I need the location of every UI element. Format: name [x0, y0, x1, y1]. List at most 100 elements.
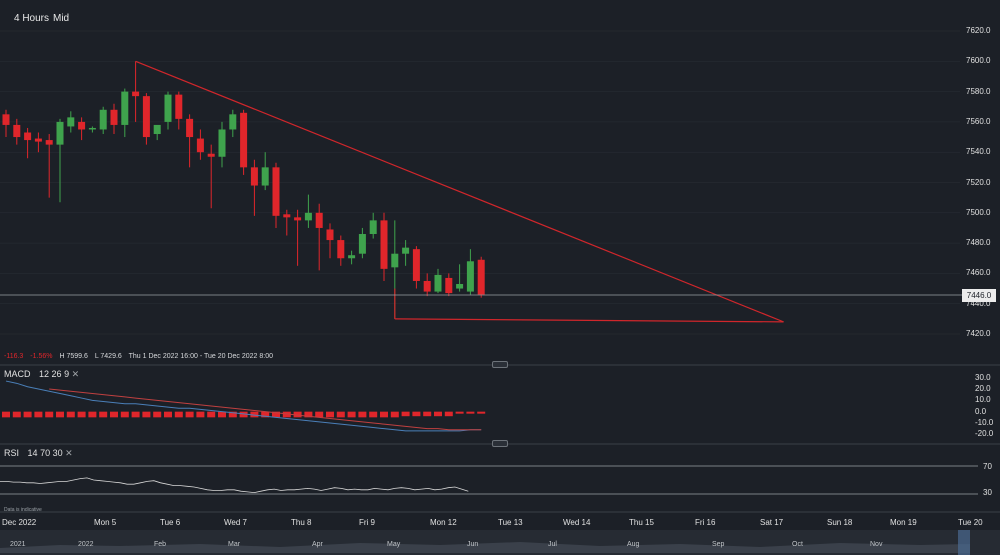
macd-histogram-bar	[12, 411, 21, 418]
time-label: Mon 19	[890, 518, 917, 527]
macd-histogram-bar	[110, 411, 118, 418]
macd-tick: -10.0	[975, 418, 994, 427]
navigator-label: Nov	[870, 541, 883, 548]
candle-body	[34, 138, 42, 142]
navigator-label: Mar	[228, 541, 241, 548]
interval-selector[interactable]: 4 Hours	[14, 13, 50, 24]
candle-body	[186, 118, 194, 138]
navigator-label: Aug	[627, 541, 640, 548]
price-grid	[0, 30, 960, 335]
price-type-selector[interactable]: Mid	[53, 13, 70, 24]
macd-tick: -20.0	[975, 429, 994, 439]
macd-histogram-bar	[131, 411, 140, 418]
time-label: Fri 16	[695, 518, 716, 527]
navigator-label: Sep	[712, 541, 725, 548]
macd-histogram-bar	[434, 411, 442, 417]
macd-histogram-bar	[412, 411, 421, 417]
navigator-label: Oct	[792, 541, 803, 548]
time-label: Mon 12	[430, 518, 457, 527]
current-price-label: 7446.0	[962, 289, 996, 302]
macd-histogram-bar	[455, 411, 464, 414]
macd-histogram-bar	[2, 411, 10, 418]
macd-histogram-bar	[369, 411, 378, 418]
navigator-window[interactable]	[958, 530, 970, 555]
macd-param: 12	[39, 369, 50, 379]
close-icon[interactable]: ✕	[71, 369, 80, 379]
navigator-area	[0, 542, 970, 553]
candle-body	[175, 94, 183, 119]
navigator-label: 2022	[78, 541, 94, 548]
price-tick: 7540.0	[966, 147, 991, 157]
candle-body	[56, 121, 64, 145]
macd-param: 9	[64, 369, 70, 379]
macd-tick: 30.0	[975, 372, 991, 382]
price-tick: 7580.0	[966, 86, 991, 96]
time-label: Sat 17	[760, 518, 784, 527]
macd-histogram-bar	[88, 411, 97, 418]
macd-histogram-bar	[174, 411, 183, 418]
candle-body	[412, 249, 420, 281]
time-label: Dec 2022	[2, 518, 37, 527]
macd-label: MACD 12 26 9 ✕	[4, 369, 79, 380]
macd-histogram-bar	[23, 411, 32, 418]
candle-body	[434, 274, 442, 292]
candle-body	[423, 280, 431, 292]
macd-histogram-bar	[390, 411, 399, 418]
macd-histogram-bar	[272, 411, 280, 418]
macd-histogram-bar	[444, 411, 453, 417]
macd-histogram-bar	[120, 411, 129, 418]
macd-histogram-bar	[304, 411, 313, 418]
macd-histogram-bar	[34, 411, 43, 418]
close-icon[interactable]: ✕	[65, 448, 73, 458]
navigator-label: May	[387, 541, 401, 548]
candle-body	[261, 167, 269, 186]
candle-body	[78, 121, 86, 130]
rsi-name: RSI	[4, 448, 20, 458]
macd-histogram-bar	[77, 411, 86, 418]
macd-histogram-bar	[196, 411, 205, 418]
rsi-param: 14	[27, 448, 38, 458]
rsi-param: 70	[40, 448, 51, 458]
macd-tick: 10.0	[975, 395, 991, 405]
navigator-label: Jul	[548, 541, 557, 548]
panel-resize-handle[interactable]	[492, 440, 508, 447]
candle-body	[283, 214, 291, 218]
macd-panel-plot	[2, 380, 486, 432]
candle-body	[142, 96, 150, 138]
panel-resize-handle[interactable]	[492, 361, 508, 368]
trendline[interactable]	[394, 318, 784, 323]
candle-body	[326, 229, 334, 241]
price-tick: 7440.0	[966, 298, 991, 308]
candle-body	[88, 127, 96, 130]
signal-line	[49, 388, 482, 431]
macd-histogram-bar	[380, 411, 388, 418]
macd-histogram-bar	[261, 411, 270, 418]
navigator-label: Feb	[154, 541, 167, 548]
candle-body	[99, 109, 107, 130]
candle-body	[445, 277, 453, 294]
candle-body	[196, 138, 204, 153]
navigator-label: Jun	[467, 541, 479, 548]
change-percent: -1.56%	[30, 353, 53, 360]
candle-body	[294, 217, 302, 221]
macd-histogram-bar	[423, 411, 432, 417]
date-range: Thu 1 Dec 2022 16:00 - Tue 20 Dec 2022 8…	[128, 353, 274, 360]
price-tick: 7480.0	[966, 238, 991, 248]
high-value: H 7599.6	[59, 353, 88, 360]
candle-body	[304, 212, 312, 221]
price-tick: 7600.0	[966, 56, 991, 66]
candle-body	[380, 220, 388, 269]
time-label: Thu 8	[291, 518, 312, 527]
macd-histogram-bar	[282, 411, 291, 418]
candle-body	[132, 91, 140, 97]
macd-histogram-bar	[250, 411, 259, 418]
price-tick: 7500.0	[966, 207, 991, 217]
candle-body	[110, 109, 118, 125]
trendline-drawings	[135, 60, 784, 323]
macd-histogram-bar	[336, 411, 345, 418]
time-label: Tue 6	[160, 518, 181, 527]
candle-body	[67, 117, 75, 127]
macd-histogram-bar	[347, 411, 356, 418]
time-label: Wed 14	[563, 518, 591, 527]
trendline[interactable]	[135, 60, 784, 323]
